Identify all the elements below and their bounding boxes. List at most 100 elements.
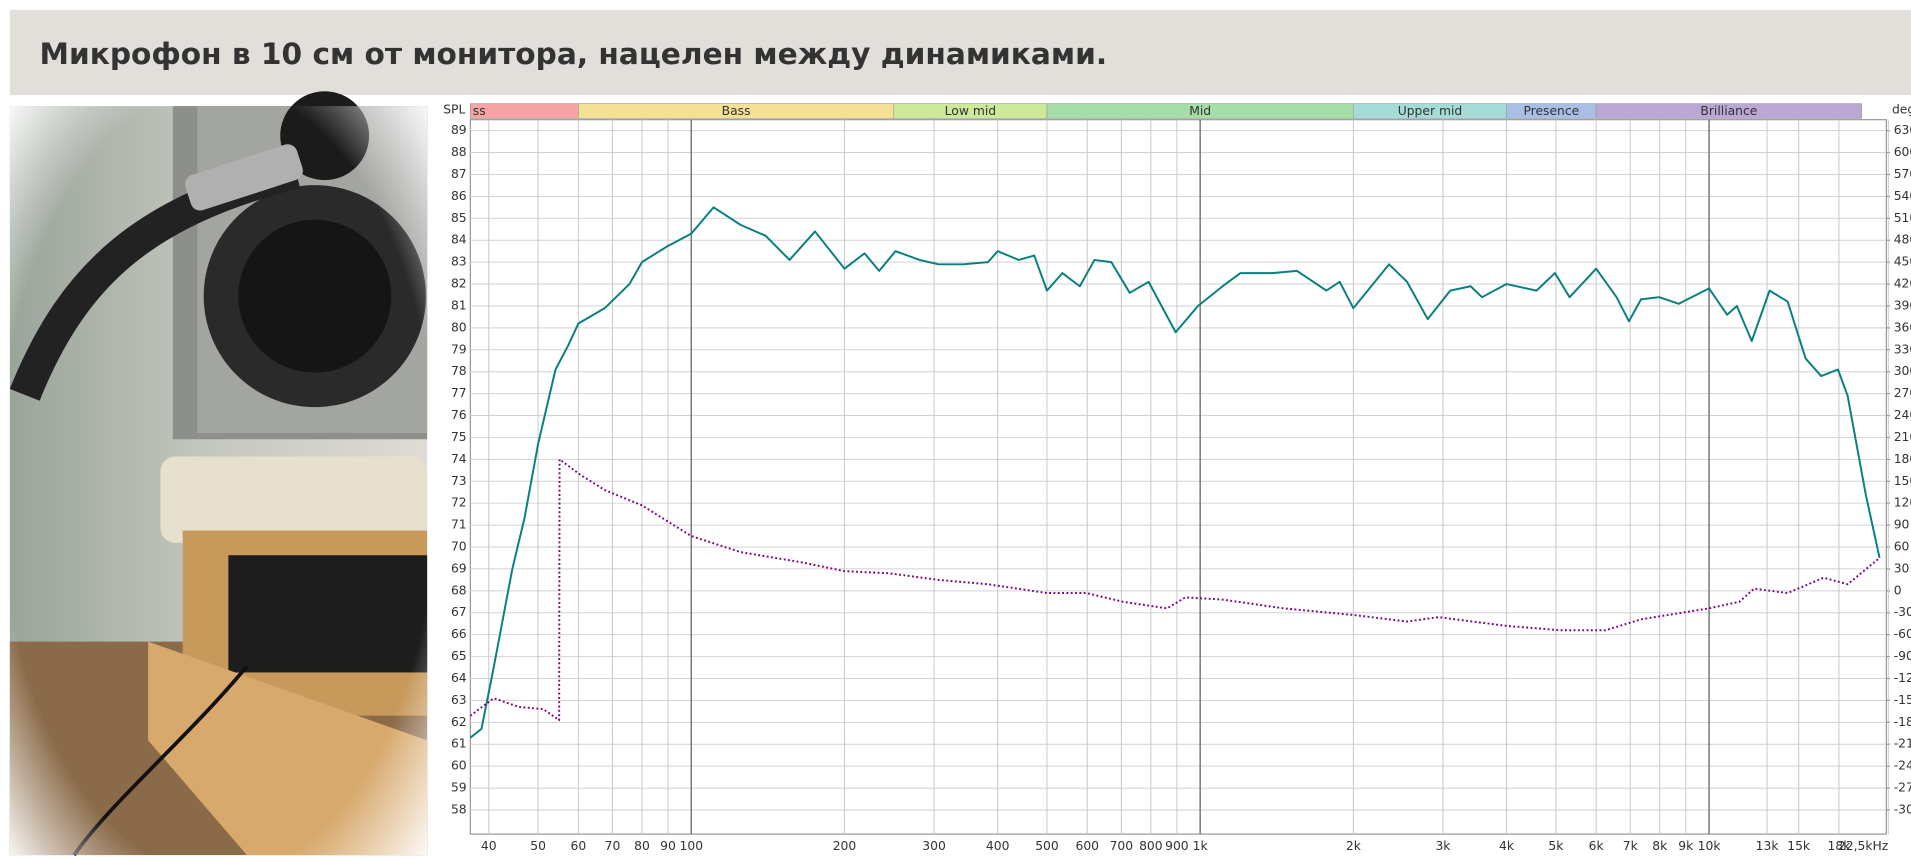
y2-tick-label: -60	[1894, 627, 1911, 641]
y-tick-label: 58	[451, 802, 467, 816]
y-tick-label: 82	[451, 277, 467, 291]
band-label: Brilliance	[1700, 104, 1757, 118]
y-tick-label: 70	[451, 540, 467, 554]
y2-tick-label: 600	[1894, 145, 1911, 159]
x-tick-label: 6k	[1589, 839, 1605, 853]
y2-tick-label: 0	[1894, 583, 1902, 597]
band-label: ss	[473, 104, 486, 118]
y2-tick-label: -150	[1894, 693, 1911, 707]
x-tick-label: 1k	[1193, 839, 1209, 853]
y-tick-label: 83	[451, 255, 467, 269]
band	[1595, 103, 1862, 119]
y2-tick-label: -270	[1894, 781, 1911, 795]
y2-tick-label: 360	[1894, 320, 1911, 334]
y-tick-label: 67	[451, 605, 467, 619]
y-tick-label: 72	[451, 496, 467, 510]
y2-tick-label: 630	[1894, 123, 1911, 137]
y2-tick-label: 240	[1894, 408, 1911, 422]
y2-tick-label: -300	[1894, 802, 1911, 816]
y-tick-label: 73	[451, 474, 467, 488]
x-tick-label: 13k	[1756, 839, 1780, 853]
x-tick-label: 7k	[1623, 839, 1639, 853]
y2-tick-label: 390	[1894, 298, 1911, 312]
y-tick-label: 75	[451, 430, 467, 444]
x-tick-label: 22,5kHz	[1838, 839, 1888, 853]
x-tick-label: 9k	[1678, 839, 1694, 853]
y-tick-label: 68	[451, 583, 467, 597]
x-tick-label: 3k	[1435, 839, 1451, 853]
y2-tick-label: 120	[1894, 496, 1911, 510]
x-tick-label: 18k	[1828, 839, 1852, 853]
x-tick-label: 400	[986, 839, 1010, 853]
y-tick-label: 87	[451, 167, 467, 181]
y-tick-label: 61	[451, 737, 467, 751]
band-label: Low mid	[945, 104, 996, 118]
y2-tick-label: 60	[1894, 540, 1910, 554]
y2-axis-label: deg	[1892, 102, 1911, 116]
band-label: Mid	[1189, 104, 1211, 118]
y-tick-label: 79	[451, 342, 467, 356]
y-tick-label: 80	[451, 320, 467, 334]
band	[470, 103, 579, 119]
x-tick-label: 200	[833, 839, 857, 853]
y2-tick-label: 450	[1894, 255, 1911, 269]
y-tick-label: 59	[451, 781, 467, 795]
y2-tick-label: 30	[1894, 561, 1910, 575]
x-tick-label: 900	[1165, 839, 1189, 853]
y-tick-label: 78	[451, 364, 467, 378]
x-tick-label: 40	[481, 839, 497, 853]
y2-tick-label: -30	[1894, 605, 1911, 619]
x-tick-label: 8k	[1652, 839, 1668, 853]
band-label: Bass	[722, 104, 751, 118]
y2-tick-label: -120	[1894, 671, 1911, 685]
x-tick-label: 70	[605, 839, 621, 853]
y2-tick-label: 270	[1894, 386, 1911, 400]
y-tick-label: 81	[451, 298, 467, 312]
y-axis-label: SPL	[443, 102, 465, 116]
y-tick-label: 69	[451, 561, 467, 575]
y2-tick-label: 300	[1894, 364, 1911, 378]
y-tick-label: 84	[451, 233, 467, 247]
y-tick-label: 62	[451, 715, 467, 729]
x-tick-label: 500	[1035, 839, 1059, 853]
y-tick-label: 64	[451, 671, 467, 685]
y-tick-label: 71	[451, 518, 467, 532]
y2-tick-label: -240	[1894, 759, 1911, 773]
x-tick-label: 300	[922, 839, 946, 853]
series-line	[469, 458, 1881, 722]
y2-tick-label: -210	[1894, 737, 1911, 751]
band-label: Upper mid	[1398, 104, 1463, 118]
x-tick-label: 600	[1076, 839, 1100, 853]
y-tick-label: 66	[451, 627, 467, 641]
y2-tick-label: 210	[1894, 430, 1911, 444]
y2-tick-label: 540	[1894, 189, 1911, 203]
x-tick-label: 90	[660, 839, 676, 853]
y-tick-label: 85	[451, 211, 467, 225]
series-line	[469, 206, 1881, 739]
y-tick-label: 63	[451, 693, 467, 707]
y2-tick-label: 330	[1894, 342, 1911, 356]
y-tick-label: 77	[451, 386, 467, 400]
y2-tick-label: 480	[1894, 233, 1911, 247]
y-tick-label: 89	[451, 123, 467, 137]
y-tick-label: 60	[451, 759, 467, 773]
page-title: Микрофон в 10 см от монитора, нацелен ме…	[40, 37, 1108, 71]
y-tick-label: 76	[451, 408, 467, 422]
x-tick-label: 60	[571, 839, 587, 853]
x-tick-label: 700	[1110, 839, 1134, 853]
y-tick-label: 86	[451, 189, 467, 203]
y-tick-label: 74	[451, 452, 467, 466]
x-tick-label: 80	[634, 839, 650, 853]
chart: ss Bass Low mid Mid Upper mid Presence Brillia…	[451, 103, 1911, 853]
x-tick-label: 10k	[1698, 839, 1722, 853]
y2-tick-label: 510	[1894, 211, 1911, 225]
x-tick-label: 50	[530, 839, 546, 853]
band-label: Presence	[1523, 104, 1579, 118]
y-tick-label: 65	[451, 649, 467, 663]
y-tick-label: 88	[451, 145, 467, 159]
y2-tick-label: -90	[1894, 649, 1911, 663]
x-tick-label: 800	[1139, 839, 1163, 853]
header-bar	[9, 9, 1911, 96]
plot-area	[469, 119, 1887, 835]
